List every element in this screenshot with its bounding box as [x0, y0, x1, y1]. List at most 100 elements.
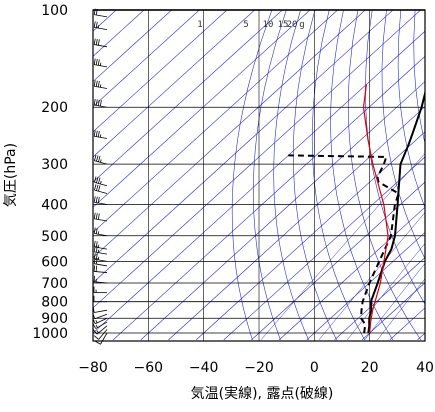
wind-barb-flag: [94, 176, 97, 183]
wind-barb: [93, 329, 108, 340]
isotherm-line: [334, 257, 425, 341]
isotherm-line: [251, 181, 425, 341]
wind-barb: [95, 332, 108, 345]
isotherm-line: [93, 10, 338, 233]
wind-barb-shaft: [94, 26, 108, 30]
wind-barb-flag: [92, 329, 98, 335]
isotherm-line: [223, 156, 425, 341]
isotherm-line: [93, 10, 421, 309]
profile-group: [288, 84, 425, 334]
x-tick-label: −40: [189, 360, 219, 376]
isotherm-line: [278, 206, 425, 341]
wind-barb-flag: [93, 265, 95, 272]
dry-adiabat-line: [330, 10, 394, 340]
wind-barb-flag: [98, 177, 101, 184]
isotherm-line: [93, 10, 255, 158]
dry-adiabat-line: [347, 10, 422, 340]
dewpoint-line: [288, 154, 400, 334]
wind-barb-flag: [94, 184, 97, 191]
wind-barb-flag: [95, 80, 98, 87]
wind-barb-shaft: [100, 332, 108, 345]
mixing-ratio-label: 1: [197, 20, 202, 30]
wind-barb-flag: [97, 99, 100, 106]
wind-barb: [93, 21, 108, 30]
wind-barb-flag: [93, 58, 96, 65]
wind-barb-flag: [93, 253, 96, 260]
wind-barb-flag: [95, 253, 98, 260]
y-tick-label: 400: [41, 197, 68, 213]
wind-barb-flag: [93, 275, 95, 282]
x-tick-label: −80: [78, 360, 108, 376]
wind-barb: [93, 253, 108, 262]
wind-barb-shaft: [94, 263, 108, 267]
mixing-ratio-line: [347, 243, 425, 340]
wind-barb: [94, 176, 108, 187]
mixing-ratio-line: [260, 152, 425, 340]
dry-adiabat-line: [231, 10, 273, 340]
wind-barb-half-flag: [95, 324, 98, 328]
wind-barb-shaft: [95, 321, 108, 329]
y-tick-label: 700: [41, 276, 68, 292]
wind-barb-flag: [95, 38, 98, 45]
wind-barb-flag: [96, 177, 99, 184]
wind-barb-flag: [95, 340, 101, 345]
y-tick-label: 600: [41, 254, 68, 270]
dry-adiabat-line: [429, 10, 435, 340]
y-tick-label: 1000: [32, 326, 68, 342]
wind-barb-flag: [95, 21, 98, 28]
wind-barb-flag: [97, 131, 100, 138]
background-line-group: [93, 10, 435, 341]
parcel-line: [362, 84, 389, 334]
wind-barb-flag: [95, 227, 98, 234]
isotherm-line: [112, 55, 425, 341]
wind-barb-flag: [93, 21, 96, 28]
isotherm-line: [195, 131, 425, 341]
isotherm-line: [389, 307, 425, 341]
wind-barb-flag: [95, 99, 98, 106]
wind-barb-flag: [93, 98, 96, 106]
isotherm-line: [93, 10, 172, 82]
wind-barb-flag: [95, 265, 98, 272]
wind-barb-shaft: [98, 329, 108, 340]
wind-barb-flag: [95, 213, 98, 220]
temperature-line: [367, 89, 425, 334]
wind-barb: [93, 130, 108, 139]
wind-barb: [93, 265, 108, 273]
wind-barb-flag: [96, 184, 99, 191]
mixing-ratio-label: 15: [278, 20, 289, 30]
isotherm-line: [93, 10, 200, 108]
wind-barb-flag: [95, 130, 98, 137]
wind-barb-flag: [95, 59, 98, 66]
y-tick-label: 900: [41, 311, 68, 327]
wind-barb-flag: [95, 258, 98, 265]
wind-barb-flag: [96, 155, 99, 162]
isotherm-line: [93, 30, 425, 334]
wind-barb: [92, 306, 108, 313]
wind-barb-flag: [93, 212, 96, 219]
isotherm-line: [93, 10, 394, 284]
y-axis-title: 気圧(hPa): [3, 143, 19, 207]
wind-barb-flag: [99, 100, 102, 107]
wind-barb: [93, 275, 108, 284]
wind-barb-half-flag: [100, 159, 102, 163]
x-tick-label: −60: [134, 360, 164, 376]
x-tick-label: −20: [244, 360, 274, 376]
x-tick-label: 0: [310, 360, 319, 376]
isotherm-line: [93, 10, 311, 208]
wind-barb-flag: [93, 335, 99, 340]
wind-barb: [92, 325, 108, 335]
x-tick-label: 40: [416, 360, 434, 376]
mixing-ratio-label: g: [299, 20, 304, 30]
wind-barb: [93, 98, 108, 108]
wind-barb-half-flag: [99, 84, 102, 88]
y-tick-label: 800: [41, 295, 68, 311]
x-axis-title: 気温(実線), 露点(破線): [191, 386, 334, 402]
mixing-ratio-line: [318, 212, 425, 340]
wind-barb-flag: [95, 196, 98, 203]
wind-barb-half-flag: [95, 319, 98, 324]
isotherm-line: [361, 282, 425, 341]
wind-barb-flag: [93, 80, 96, 87]
wind-barb-half-flag: [96, 330, 99, 334]
wind-barb: [93, 227, 108, 237]
